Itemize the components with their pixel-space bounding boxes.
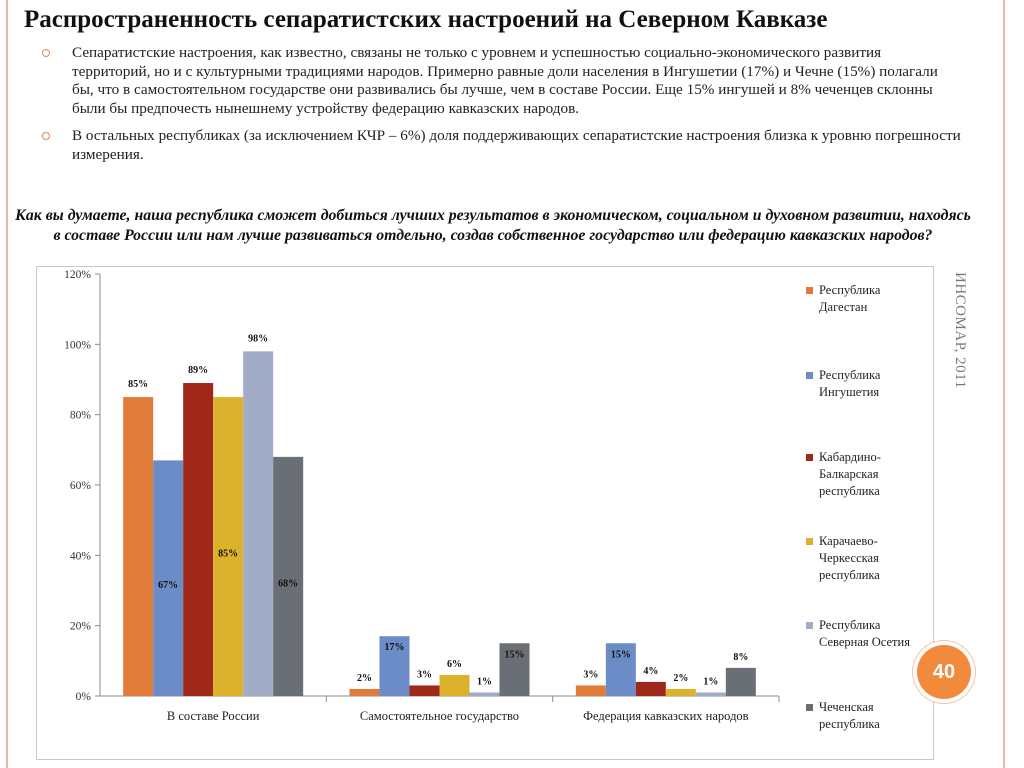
x-tick-label: В составе России (167, 709, 260, 723)
legend-label: Кабардино-Балкарская республика (819, 450, 881, 498)
bar (273, 456, 304, 696)
legend-label: Республика Дагестан (819, 283, 881, 314)
ring-bullet-icon (42, 49, 50, 57)
bullet-item: Сепаратистские настроения, как известно,… (42, 44, 962, 118)
bar (243, 351, 274, 696)
bar (439, 674, 470, 696)
data-label: 98% (248, 333, 268, 344)
bar (575, 685, 606, 696)
data-label: 17% (385, 642, 405, 653)
legend-label: Республика Северная Осетия (819, 618, 910, 649)
data-label: 1% (703, 676, 718, 687)
y-tick-label: 40% (70, 550, 92, 562)
data-label: 67% (158, 580, 178, 591)
legend-swatch (806, 622, 813, 629)
bar (695, 692, 726, 696)
bar (499, 643, 530, 696)
bar (605, 643, 636, 696)
bar (725, 667, 756, 696)
chart-container: 0% 20% 40% 60% 80% 100% 120% В составе России Са… (36, 266, 934, 760)
bar (409, 685, 440, 696)
data-label: 2% (673, 673, 688, 684)
survey-question: Как вы думаете, наша республика сможет д… (15, 207, 971, 244)
page-number-badge: 40 (917, 645, 971, 699)
data-label: 68% (278, 578, 298, 589)
data-label: 89% (188, 365, 208, 376)
data-label: 4% (643, 666, 658, 677)
ring-bullet-icon (42, 132, 50, 140)
legend-swatch (806, 538, 813, 545)
legend-swatch (806, 704, 813, 711)
bullet-list: Сепаратистские настроения, как известно,… (42, 44, 962, 173)
data-label: 8% (733, 652, 748, 663)
x-tick-label: Федерация кавказских народов (583, 709, 749, 723)
bar (379, 636, 410, 696)
legend-swatch (806, 287, 813, 294)
y-tick-label: 120% (64, 269, 91, 281)
data-label: 85% (128, 379, 148, 390)
y-tick-label: 80% (70, 410, 92, 422)
bullet-text: Сепаратистские настроения, как известно,… (72, 44, 938, 117)
data-label: 3% (417, 669, 432, 680)
data-label: 6% (447, 659, 462, 670)
bar (183, 383, 214, 696)
data-label: 15% (505, 649, 525, 660)
y-tick-label: 60% (70, 480, 92, 492)
bar-chart: 0% 20% 40% 60% 80% 100% 120% В составе России Са… (36, 266, 934, 760)
data-label: 15% (611, 649, 631, 660)
bar (349, 688, 380, 696)
bar (469, 692, 500, 696)
bullet-text: В остальных республиках (за исключением … (72, 127, 961, 163)
bar (635, 681, 666, 696)
legend-label: Республика Ингушетия (819, 368, 881, 399)
y-tick-label: 20% (70, 621, 92, 633)
data-label: 2% (357, 673, 372, 684)
y-tick-label: 100% (64, 339, 91, 351)
bar (665, 688, 696, 696)
data-label: 85% (218, 549, 238, 560)
slide-frame-left (6, 0, 8, 768)
legend-label: Чеченская республика (819, 700, 880, 731)
bullet-item: В остальных республиках (за исключением … (42, 127, 962, 164)
y-tick-label: 0% (76, 691, 92, 703)
legend-swatch (806, 372, 813, 379)
x-tick-label: Самостоятельное государство (360, 709, 519, 723)
legend-swatch (806, 454, 813, 461)
legend-label: Карачаево-Черкесская республика (819, 534, 880, 582)
bar (123, 397, 154, 696)
data-label: 1% (477, 676, 492, 687)
slide-frame-right (1003, 0, 1005, 768)
slide-title: Распространенность сепаратистских настро… (24, 6, 828, 33)
bar (213, 397, 244, 696)
bar (153, 460, 184, 696)
data-label: 3% (583, 669, 598, 680)
source-note: ИНСОМАР, 2011 (952, 272, 968, 389)
